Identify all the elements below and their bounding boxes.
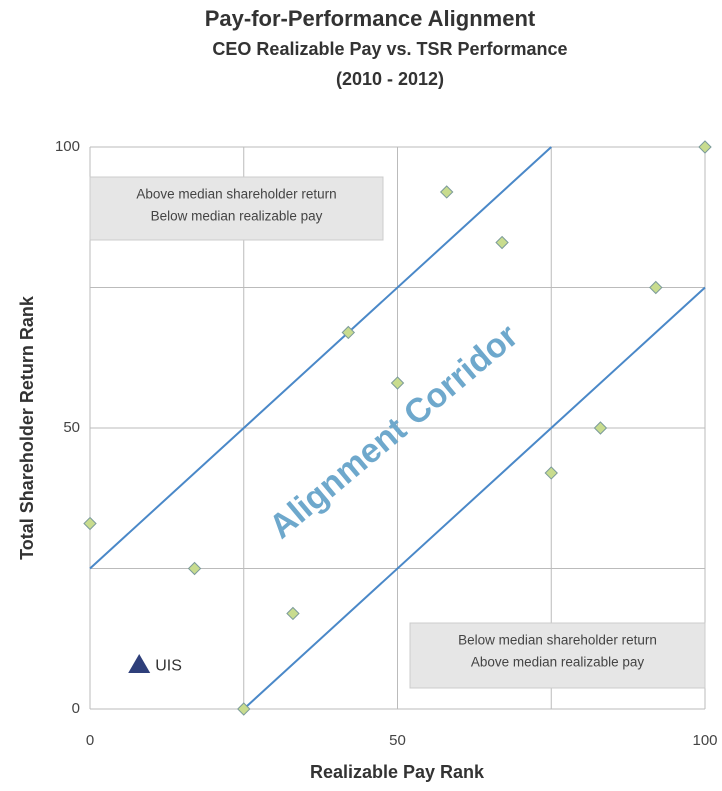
corridor-label: Alignment Corridor — [262, 317, 525, 546]
point-label: UIS — [155, 657, 182, 674]
point — [439, 185, 454, 199]
point — [83, 516, 97, 531]
point — [649, 280, 663, 295]
annotation-box — [409, 622, 706, 689]
annotation-text: Above median shareholder return — [136, 187, 336, 202]
annotation-text: Above median realizable pay — [471, 655, 645, 670]
chart-title: Pay-for-Performance Alignment — [205, 6, 536, 31]
x-axis-title: Realizable Pay Rank — [310, 762, 485, 782]
x-tick-label: 0 — [86, 732, 94, 749]
y-tick-label: 100 — [55, 138, 80, 155]
point — [286, 606, 300, 621]
point — [341, 325, 356, 340]
point — [390, 376, 405, 390]
chart-subtitle: CEO Realizable Pay vs. TSR Performance — [212, 39, 567, 59]
y-tick-label: 0 — [72, 700, 80, 717]
point — [495, 235, 509, 250]
chart-subtitle: (2010 - 2012) — [336, 69, 444, 89]
point — [544, 466, 558, 480]
point — [237, 702, 251, 716]
annotation-text: Below median realizable pay — [151, 209, 323, 224]
x-tick-label: 100 — [692, 732, 717, 749]
annotation-text: Below median shareholder return — [458, 633, 657, 648]
corridor-line — [243, 286, 706, 710]
point — [128, 654, 151, 674]
y-axis-title: Total Shareholder Return Rank — [17, 295, 37, 560]
annotation-box — [89, 176, 384, 241]
x-tick-label: 50 — [389, 732, 406, 749]
corridor-line — [89, 146, 552, 570]
point — [698, 140, 712, 154]
y-tick-label: 50 — [63, 419, 80, 436]
point — [593, 421, 608, 435]
point — [187, 561, 202, 576]
